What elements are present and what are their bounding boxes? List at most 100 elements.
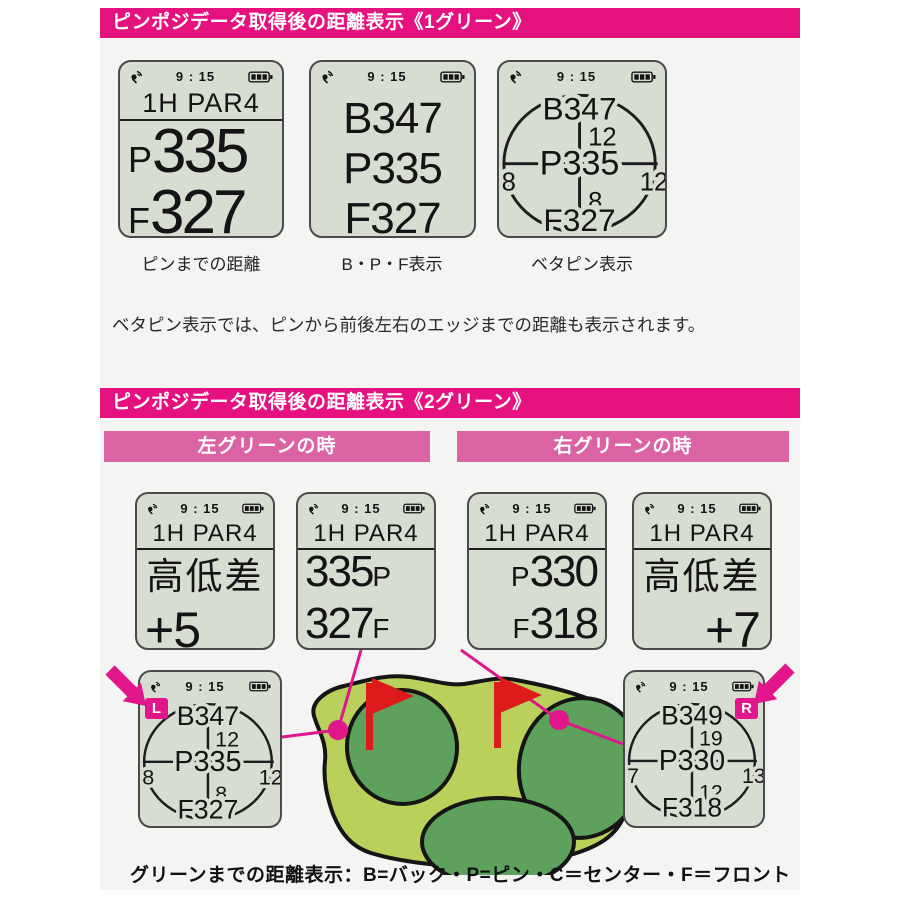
left-edge-gap: 8 bbox=[502, 169, 516, 197]
status-bar: 9 : 15 bbox=[499, 62, 665, 88]
elevation-value: +7 bbox=[704, 602, 761, 650]
section2-title-banner: ピンポジデータ取得後の距離表示《2グリーン》 bbox=[100, 388, 800, 418]
lcd-bpf-screen: 9 : 15 B347 P335 F327 bbox=[309, 60, 476, 238]
pin-distance-row: P 330 bbox=[469, 550, 605, 602]
left-edge-gap: 8 bbox=[142, 764, 154, 789]
gps-icon bbox=[131, 70, 143, 84]
caption-bpf: B・P・F表示 bbox=[341, 255, 443, 274]
battery-icon bbox=[403, 503, 425, 514]
right-flag bbox=[500, 677, 542, 713]
left-pin-position-dot bbox=[328, 720, 348, 740]
right-flag-pole bbox=[494, 682, 501, 748]
back-distance: B347 bbox=[177, 701, 239, 731]
battery-icon bbox=[242, 503, 264, 514]
front-distance-row: F 318 bbox=[469, 599, 605, 648]
lcd-elevation-right-screen: 9 : 15 1H PAR4 高低差 +7 bbox=[632, 492, 772, 650]
status-time: 9 : 15 bbox=[677, 501, 717, 516]
status-time: 9 : 15 bbox=[669, 679, 709, 694]
left-green-banner: 左グリーンの時 bbox=[104, 431, 430, 462]
back-distance-row: B347 bbox=[343, 94, 443, 143]
status-time: 9 : 15 bbox=[341, 501, 381, 516]
hole-par-header: 1H PAR4 bbox=[469, 520, 605, 550]
lcd-elevation-left-screen: 9 : 15 1H PAR4 高低差 +5 bbox=[135, 492, 275, 650]
two-green-illustration bbox=[281, 648, 646, 875]
status-bar: 9 : 15 bbox=[137, 494, 273, 520]
right-edge-gap: 12 bbox=[259, 764, 280, 789]
section1-title: ピンポジデータ取得後の距離表示《1グリーン》 bbox=[112, 12, 532, 33]
connector-left-screen-to-pin bbox=[336, 649, 363, 731]
pin-distance-row: 335 P bbox=[298, 550, 434, 602]
back-distance: B349 bbox=[661, 700, 723, 730]
distance-label: P bbox=[128, 139, 153, 180]
battery-icon bbox=[249, 681, 271, 692]
gps-icon bbox=[309, 503, 319, 515]
distance-label: F bbox=[372, 613, 390, 644]
gps-icon bbox=[148, 503, 158, 515]
pin-distance: P330 bbox=[659, 745, 725, 777]
pin-distance: P335 bbox=[174, 746, 241, 778]
front-green bbox=[420, 796, 576, 875]
front-distance: F327 bbox=[543, 202, 615, 238]
front-distance: F327 bbox=[177, 794, 238, 824]
connector-pin-to-right-circle bbox=[558, 718, 624, 746]
battery-icon bbox=[631, 70, 656, 83]
battery-icon bbox=[440, 70, 465, 83]
status-bar: 9 : 15 bbox=[469, 494, 605, 520]
section1-title-banner: ピンポジデータ取得後の距離表示《1グリーン》 bbox=[100, 8, 800, 38]
left-flag-pole bbox=[366, 683, 373, 750]
status-time: 9 : 15 bbox=[556, 69, 597, 84]
gps-icon bbox=[151, 681, 161, 693]
status-bar: 9 : 15 bbox=[298, 494, 434, 520]
gps-icon bbox=[636, 681, 646, 693]
left-pointer-arrow-icon bbox=[105, 665, 146, 706]
distance-label: P bbox=[510, 561, 530, 592]
hole-par-header: 1H PAR4 bbox=[634, 520, 770, 550]
status-time: 9 : 15 bbox=[175, 69, 216, 84]
lcd-left-green-circle-screen: 9 : 15 L B347 12 P335 8 12 8 F327 bbox=[138, 670, 282, 828]
distance-value: 335 bbox=[305, 547, 374, 596]
distance-value: 318 bbox=[529, 599, 599, 648]
distance-value: 327 bbox=[305, 599, 374, 648]
pin-distance-row: P 335 bbox=[120, 121, 282, 183]
elevation-label: 高低差 bbox=[643, 556, 761, 597]
back-distance: B347 bbox=[543, 91, 617, 127]
pin-to-front-gap: 12 bbox=[699, 780, 723, 804]
status-bar: 9 : 15 bbox=[625, 672, 763, 698]
right-edge-gap: 12 bbox=[640, 169, 665, 197]
battery-icon bbox=[248, 70, 273, 83]
gps-icon bbox=[322, 70, 334, 84]
gps-icon bbox=[480, 503, 490, 515]
caption-pin-distance: ピンまでの距離 bbox=[141, 255, 261, 274]
status-bar: 9 : 15 bbox=[140, 672, 280, 698]
page-content: ピンポジデータ取得後の距離表示《1グリーン》 9 : 15 1H PAR4 P … bbox=[100, 8, 800, 890]
green-edge-circle-display: B349 19 P330 7 13 12 F318 bbox=[625, 698, 763, 824]
pin-to-front-gap: 8 bbox=[588, 188, 602, 216]
status-bar: 9 : 15 bbox=[311, 62, 474, 88]
pin-to-back-gap: 19 bbox=[699, 727, 723, 751]
hole-par-header: 1H PAR4 bbox=[120, 88, 282, 121]
distance-label: F bbox=[128, 200, 150, 238]
left-edge-gap: 7 bbox=[627, 764, 639, 788]
right-pin-position-dot bbox=[549, 710, 569, 730]
distance-label: F bbox=[512, 613, 530, 644]
distance-legend: グリーンまでの距離表示：B=バック・P=ピン・C＝センター・F＝フロント bbox=[130, 865, 791, 886]
pin-to-front-gap: 8 bbox=[215, 781, 227, 806]
gps-icon bbox=[645, 503, 655, 515]
distance-value: 327 bbox=[150, 178, 247, 238]
front-distance: F318 bbox=[662, 793, 722, 823]
front-distance-row: F327 bbox=[344, 194, 441, 238]
pin-distance-row: P335 bbox=[343, 144, 443, 193]
front-distance-row: F 327 bbox=[120, 178, 282, 238]
lcd-left-green-distance-screen: 9 : 15 1H PAR4 335 P 327 F bbox=[296, 492, 436, 650]
battery-icon bbox=[732, 681, 754, 692]
elevation-label: 高低差 bbox=[146, 556, 264, 597]
betapin-note: ベタピン表示では、ピンから前後左右のエッジまでの距離も表示されます。 bbox=[112, 315, 706, 335]
status-time: 9 : 15 bbox=[367, 69, 407, 84]
hole-par-header: 1H PAR4 bbox=[137, 520, 273, 550]
pin-to-back-gap: 12 bbox=[215, 726, 239, 751]
right-pointer-arrow-icon bbox=[754, 663, 795, 704]
battery-icon bbox=[739, 503, 761, 514]
pin-distance: P335 bbox=[540, 145, 620, 183]
hole-par-header: 1H PAR4 bbox=[298, 520, 434, 550]
pin-to-back-gap: 12 bbox=[588, 123, 617, 151]
